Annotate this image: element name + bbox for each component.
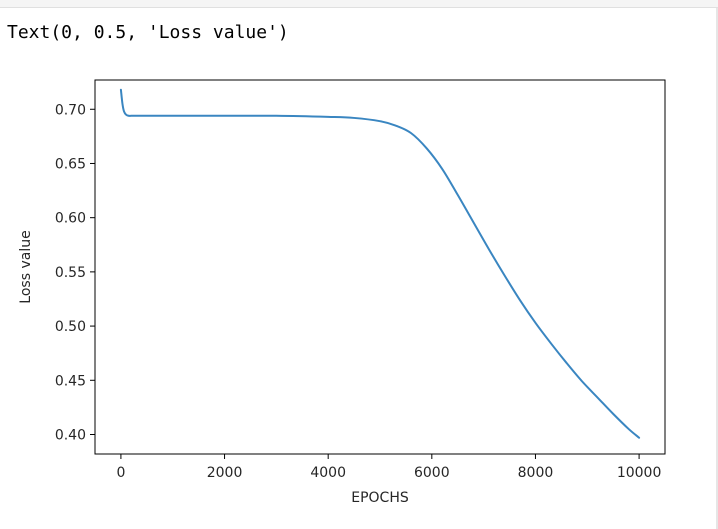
x-axis-ticks: 0 2000 4000 6000 8000 10000 bbox=[116, 454, 661, 481]
x-axis-label: EPOCHS bbox=[351, 490, 409, 506]
x-tick-label: 6000 bbox=[414, 465, 450, 481]
plot-area bbox=[95, 80, 665, 454]
y-axis-ticks: 0.40 0.45 0.50 0.55 0.60 0.65 0.70 bbox=[55, 102, 95, 443]
x-tick-label: 4000 bbox=[310, 465, 346, 481]
x-tick-label: 0 bbox=[116, 465, 125, 481]
y-tick-label: 0.60 bbox=[55, 211, 86, 227]
notebook-scrollbar-edge bbox=[716, 8, 718, 529]
cell-top-border bbox=[0, 0, 718, 8]
loss-series-line bbox=[119, 88, 641, 439]
plot-frame bbox=[94, 79, 666, 455]
y-tick-label: 0.70 bbox=[55, 102, 86, 118]
y-tick-label: 0.45 bbox=[55, 373, 86, 389]
y-tick-label: 0.55 bbox=[55, 265, 86, 281]
y-tick-label: 0.65 bbox=[55, 156, 86, 172]
x-tick-label: 8000 bbox=[518, 465, 554, 481]
y-tick-label: 0.40 bbox=[55, 427, 86, 443]
cell-output-text: Text(0, 0.5, 'Loss value') bbox=[7, 22, 289, 43]
y-tick-label: 0.50 bbox=[55, 319, 86, 335]
x-tick-label: 10000 bbox=[617, 465, 662, 481]
y-axis-label: Loss value bbox=[18, 230, 34, 303]
x-tick-label: 2000 bbox=[207, 465, 243, 481]
